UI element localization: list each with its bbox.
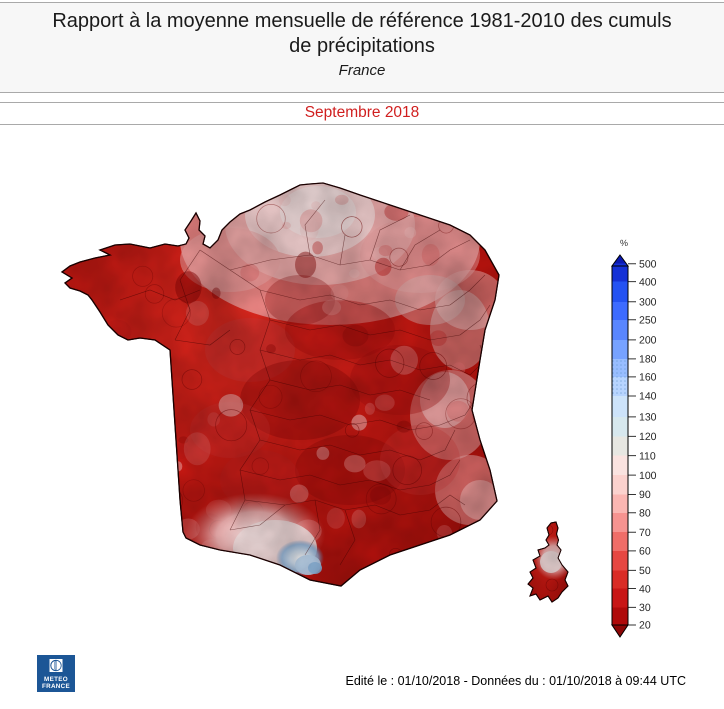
svg-text:250: 250 xyxy=(639,315,657,327)
svg-text:120: 120 xyxy=(639,431,657,443)
svg-text:90: 90 xyxy=(639,489,651,501)
svg-text:50: 50 xyxy=(639,565,651,577)
svg-text:160: 160 xyxy=(639,372,657,384)
svg-text:300: 300 xyxy=(639,297,657,309)
svg-text:180: 180 xyxy=(639,354,657,366)
svg-text:110: 110 xyxy=(639,450,656,462)
svg-text:80: 80 xyxy=(639,508,651,520)
svg-text:20: 20 xyxy=(639,620,651,632)
svg-text:140: 140 xyxy=(639,391,657,403)
svg-text:40: 40 xyxy=(639,583,651,595)
svg-text:60: 60 xyxy=(639,546,651,558)
svg-text:70: 70 xyxy=(639,527,651,539)
svg-text:130: 130 xyxy=(639,412,657,424)
svg-text:400: 400 xyxy=(639,276,657,288)
svg-text:30: 30 xyxy=(639,602,651,614)
svg-text:%: % xyxy=(620,238,628,248)
svg-text:500: 500 xyxy=(639,259,657,271)
svg-text:100: 100 xyxy=(639,470,657,482)
svg-text:200: 200 xyxy=(639,335,657,347)
